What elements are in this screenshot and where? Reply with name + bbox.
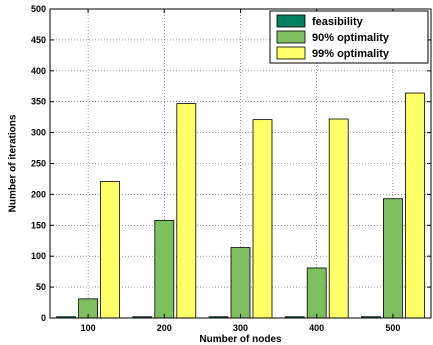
x-tick-label: 500 <box>385 323 400 333</box>
bar-90-optimality <box>382 198 403 319</box>
x-tick-label: 100 <box>81 323 96 333</box>
legend-label: 99% optimality <box>312 48 390 60</box>
y-tick-label: 450 <box>31 35 46 45</box>
y-tick-label: 500 <box>31 4 46 14</box>
y-tick-label: 200 <box>31 189 46 199</box>
y-tick-label: 100 <box>31 251 46 261</box>
bar-99-optimality <box>176 103 197 319</box>
legend: feasibility 90% optimality 99% optimality <box>269 10 429 64</box>
legend-swatch <box>276 14 306 28</box>
bar-99-optimality <box>328 118 349 319</box>
legend-swatch <box>276 46 306 60</box>
legend-label: feasibility <box>312 16 364 28</box>
x-tick-label: 300 <box>233 323 248 333</box>
y-axis-label: Number of iterations <box>8 114 19 212</box>
y-tick-label: 0 <box>41 313 46 323</box>
bar-90-optimality <box>154 219 175 319</box>
bar-99-optimality <box>100 181 120 319</box>
x-tick-label: 400 <box>309 323 324 333</box>
bar-90-optimality <box>306 267 327 319</box>
bar-99-optimality <box>252 119 273 319</box>
x-axis-label: Number of nodes <box>199 334 282 345</box>
bar-90-optimality <box>230 247 251 319</box>
y-tick-label: 400 <box>31 66 46 76</box>
y-tick-label: 350 <box>31 97 46 107</box>
y-tick-label: 300 <box>31 128 46 138</box>
legend-label: 90% optimality <box>312 32 390 44</box>
y-tick-label: 150 <box>31 220 46 230</box>
y-tick-label: 50 <box>36 282 46 292</box>
y-tick-label: 250 <box>31 159 46 169</box>
y-axis-ticks: 0 50 100 150 200 250 300 350 400 450 500 <box>31 4 431 323</box>
legend-swatch <box>276 30 306 44</box>
bar-99-optimality <box>404 92 425 319</box>
x-tick-label: 200 <box>157 323 172 333</box>
